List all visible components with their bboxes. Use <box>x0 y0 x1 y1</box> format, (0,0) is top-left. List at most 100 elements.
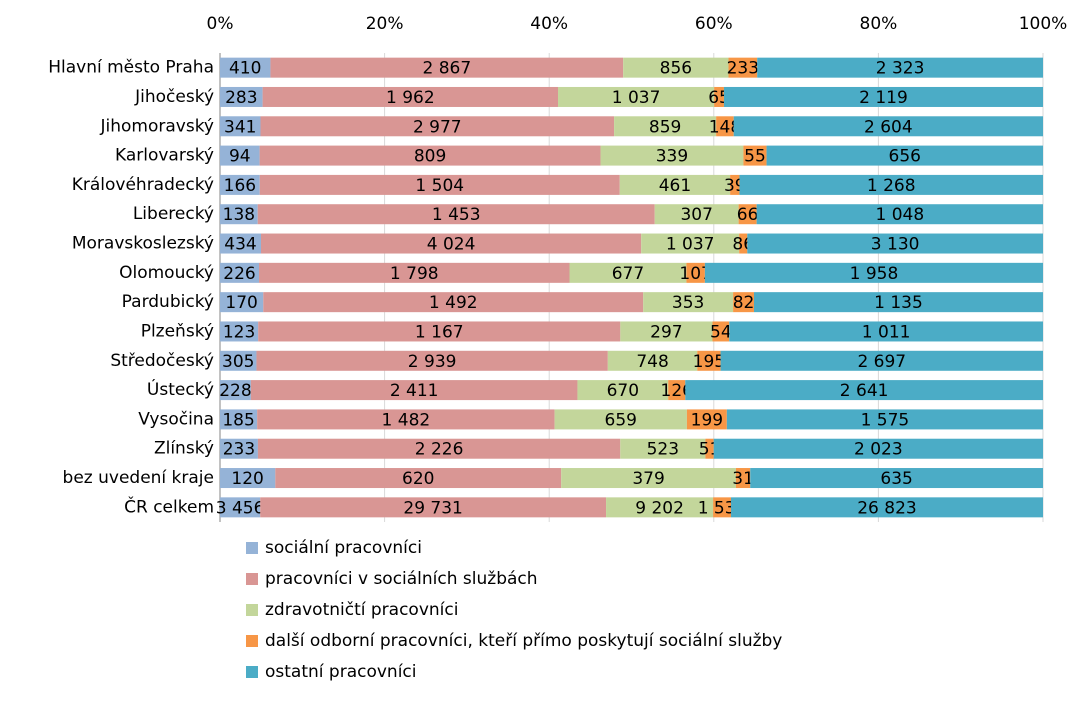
data-label: 410 <box>229 59 261 79</box>
data-label: 305 <box>222 352 254 372</box>
bar-segment <box>619 174 731 195</box>
data-label: 120 <box>231 469 263 489</box>
bar-segment <box>220 233 262 254</box>
data-label: 656 <box>889 147 921 167</box>
data-label: 1 453 <box>432 205 481 225</box>
data-label: 1 037 <box>666 235 715 255</box>
data-label: 3 130 <box>871 235 920 255</box>
x-tick-label: 0% <box>207 14 234 34</box>
data-label: 233 <box>223 440 255 460</box>
bar-segment <box>766 145 1043 166</box>
bar-segment <box>270 57 624 78</box>
bar-segment <box>739 174 1043 195</box>
data-label: 1 048 <box>875 205 924 225</box>
bar-segment <box>220 145 260 166</box>
y-tick-label: Středočeský <box>110 351 214 371</box>
data-label: 2 939 <box>408 352 457 372</box>
data-label: 55 <box>744 147 766 167</box>
data-label: 1 011 <box>862 322 911 342</box>
legend-swatch <box>246 573 258 585</box>
bar-segment <box>259 262 570 283</box>
data-label: 635 <box>880 469 912 489</box>
data-label: 2 411 <box>390 381 439 401</box>
bar-segment <box>728 57 758 78</box>
data-label: 434 <box>224 235 256 255</box>
bar-segment <box>614 116 717 137</box>
x-tick-label: 80% <box>860 14 898 34</box>
data-label: 82 <box>733 293 755 313</box>
data-label: 1 037 <box>612 88 661 108</box>
legend-label: ostatní pracovníci <box>265 662 416 682</box>
bar-segment <box>620 321 713 342</box>
bar-segment <box>257 438 621 459</box>
bar-segment <box>220 438 258 459</box>
y-tick-label: Zlínský <box>154 439 214 459</box>
bar-segment <box>606 497 714 518</box>
bar-segment <box>654 204 739 225</box>
bar-segment <box>716 116 734 137</box>
bar-segment <box>558 86 715 107</box>
bar-segment <box>714 86 724 107</box>
bar-segment <box>713 438 1043 459</box>
bar-segment <box>257 204 655 225</box>
bar-segment <box>607 350 698 371</box>
data-label: 2 119 <box>859 88 908 108</box>
x-tick-label: 20% <box>366 14 404 34</box>
bar-segment <box>713 497 731 518</box>
y-tick-label: Hlavní město Praha <box>48 58 214 78</box>
bar-segment <box>600 145 744 166</box>
bar-segment <box>705 438 714 459</box>
y-tick-label: Jihomoravský <box>100 116 215 136</box>
data-label: 748 <box>636 352 668 372</box>
bar-segment <box>569 262 687 283</box>
data-label: 339 <box>656 147 688 167</box>
data-label: 1 268 <box>867 176 916 196</box>
bar-segment <box>220 174 260 195</box>
bar-segment <box>220 380 251 401</box>
data-label: 523 <box>647 440 679 460</box>
data-label: 1 575 <box>861 410 910 430</box>
bar-segment <box>704 262 1043 283</box>
data-label: 283 <box>225 88 257 108</box>
data-label: 1 492 <box>429 293 478 313</box>
bar-segment <box>220 468 276 489</box>
bar-segment <box>733 116 1043 137</box>
bar-segment <box>730 497 1043 518</box>
bar-segment <box>747 233 1043 254</box>
bar-segment <box>733 292 754 313</box>
legend-label: pracovníci v sociálních službách <box>265 569 538 589</box>
bar-segment <box>753 292 1043 313</box>
bar-segment <box>735 468 751 489</box>
bar-segment <box>263 292 644 313</box>
data-label: 1 482 <box>382 410 431 430</box>
y-tick-label: bez uvedení kraje <box>63 468 214 488</box>
data-label: 54 <box>710 322 732 342</box>
data-label: 2 023 <box>854 440 903 460</box>
bar-segment <box>257 409 555 430</box>
data-label: 170 <box>225 293 257 313</box>
bar-segment <box>743 145 767 166</box>
data-label: 123 <box>223 322 255 342</box>
legend-label: zdravotničtí pracovníci <box>265 600 458 620</box>
data-label: 228 <box>219 381 251 401</box>
bar-segment <box>756 204 1043 225</box>
data-label: 659 <box>605 410 637 430</box>
data-label: 2 867 <box>422 59 471 79</box>
data-label: 29 731 <box>403 498 462 518</box>
data-label: 138 <box>223 205 255 225</box>
data-label: 94 <box>229 147 251 167</box>
data-label: 809 <box>414 147 446 167</box>
data-label: 31 <box>732 469 754 489</box>
bar-segment <box>730 174 740 195</box>
data-label: 66 <box>737 205 759 225</box>
y-tick-label: Plzeňský <box>141 321 214 341</box>
bar-segment <box>620 438 706 459</box>
data-label: 859 <box>649 117 681 137</box>
bar-segment <box>220 497 261 518</box>
data-label: 233 <box>727 59 759 79</box>
data-label: 195 <box>693 352 725 372</box>
data-label: 4 024 <box>427 235 476 255</box>
data-label: 1 958 <box>850 264 899 284</box>
y-tick-label: ČR celkem <box>124 495 214 517</box>
data-label: 148 <box>709 117 741 137</box>
